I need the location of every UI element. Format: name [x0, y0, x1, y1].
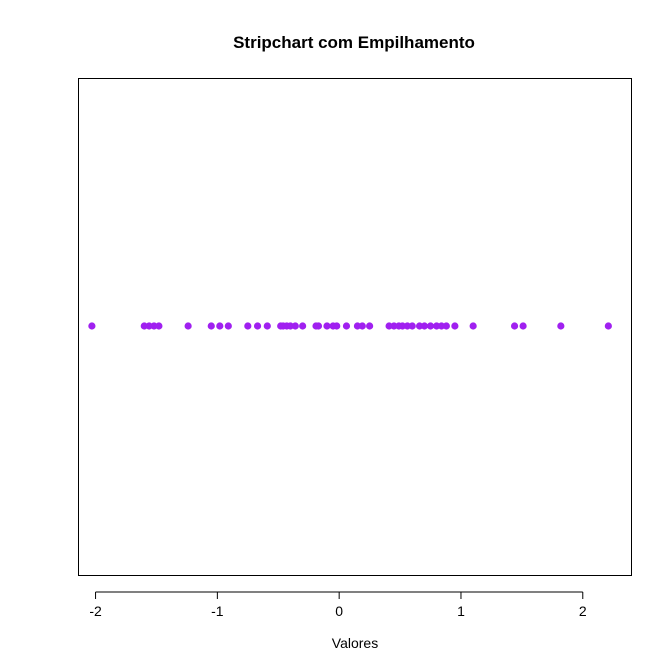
- data-point: [263, 322, 271, 330]
- data-point: [604, 322, 612, 330]
- data-point: [451, 322, 459, 330]
- data-point: [244, 322, 252, 330]
- data-point: [184, 322, 192, 330]
- data-point: [426, 322, 435, 330]
- x-tick-label: 0: [335, 603, 343, 619]
- data-point: [510, 322, 519, 330]
- data-point: [342, 322, 351, 330]
- x-tick-label: 2: [579, 603, 587, 619]
- data-point: [323, 322, 331, 330]
- data-point: [469, 322, 477, 330]
- chart-title: Stripchart com Empilhamento: [233, 33, 475, 52]
- data-point: [519, 322, 527, 330]
- data-point: [253, 322, 262, 330]
- data-point: [333, 322, 341, 330]
- data-point: [408, 322, 416, 330]
- x-tick-label: -2: [89, 603, 102, 619]
- data-point: [366, 322, 374, 330]
- data-point: [88, 322, 96, 330]
- data-point: [299, 322, 307, 330]
- data-point: [420, 322, 429, 330]
- x-axis-label: Valores: [332, 635, 378, 651]
- data-points: [88, 322, 612, 330]
- data-point: [216, 322, 224, 330]
- data-point: [224, 322, 232, 330]
- data-point: [557, 322, 565, 330]
- x-tick-label: 1: [457, 603, 465, 619]
- plot-frame: [78, 78, 632, 576]
- data-point: [314, 322, 323, 330]
- data-point: [358, 322, 366, 330]
- data-point: [155, 322, 163, 330]
- x-axis: -2 -1 0 1 2: [89, 591, 587, 619]
- x-tick-label: -1: [211, 603, 224, 619]
- data-point: [442, 322, 450, 330]
- data-point: [291, 322, 299, 330]
- data-point: [207, 322, 215, 330]
